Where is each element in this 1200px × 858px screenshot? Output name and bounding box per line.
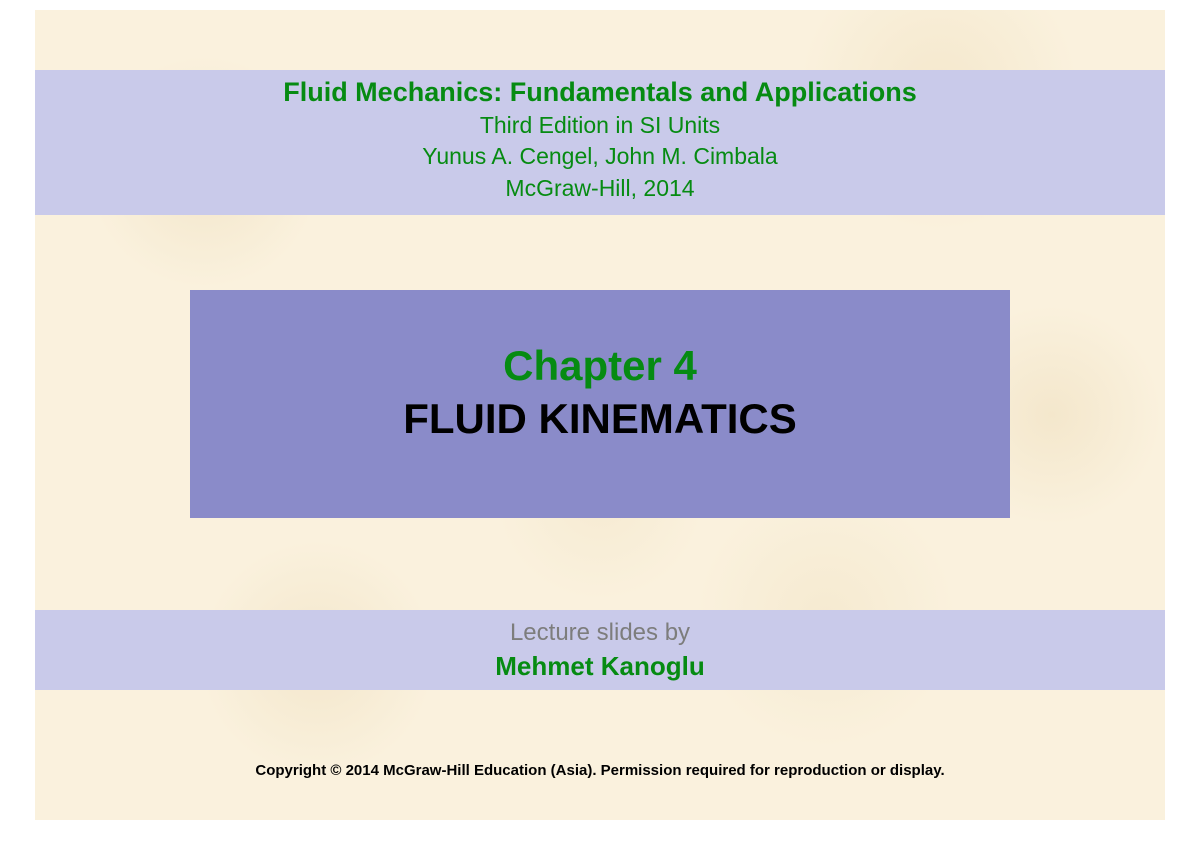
chapter-title: FLUID KINEMATICS <box>190 393 1010 446</box>
lecturer-band: Lecture slides by Mehmet Kanoglu <box>35 610 1165 690</box>
lecture-label: Lecture slides by <box>35 616 1165 650</box>
chapter-box: Chapter 4 FLUID KINEMATICS <box>190 290 1010 518</box>
authors-text: Yunus A. Cengel, John M. Cimbala <box>35 141 1165 172</box>
copyright-text: Copyright © 2014 McGraw-Hill Education (… <box>35 762 1165 779</box>
slide: Fluid Mechanics: Fundamentals and Applic… <box>35 10 1165 820</box>
lecturer-name: Mehmet Kanoglu <box>35 650 1165 684</box>
publisher-text: McGraw-Hill, 2014 <box>35 173 1165 204</box>
edition-text: Third Edition in SI Units <box>35 110 1165 141</box>
header-band: Fluid Mechanics: Fundamentals and Applic… <box>35 70 1165 215</box>
book-title: Fluid Mechanics: Fundamentals and Applic… <box>35 74 1165 110</box>
chapter-label: Chapter 4 <box>190 340 1010 393</box>
